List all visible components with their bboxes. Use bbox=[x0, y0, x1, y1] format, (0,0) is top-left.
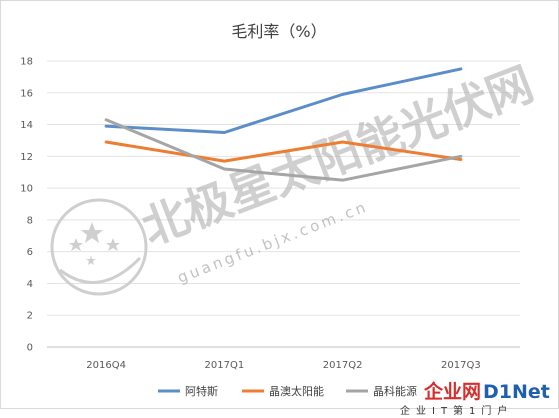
y-tick-label: 2 bbox=[27, 311, 33, 322]
series-lines bbox=[104, 67, 463, 182]
x-axis-ticks: 2016Q4 2017Q1 2017Q2 2017Q3 bbox=[86, 360, 480, 371]
brand-tagline: 企业IT第1门户 bbox=[400, 404, 513, 417]
x-tick-label: 2016Q4 bbox=[86, 360, 126, 371]
y-tick-label: 6 bbox=[27, 247, 33, 258]
x-tick-label: 2017Q3 bbox=[441, 360, 481, 371]
chart-frame bbox=[0, 0, 559, 409]
watermark-logo-icon bbox=[50, 198, 148, 296]
y-tick-label: 4 bbox=[27, 279, 33, 290]
legend-label: 晶澳太阳能 bbox=[269, 384, 324, 398]
y-tick-label: 16 bbox=[20, 88, 33, 99]
x-tick-label: 2017Q1 bbox=[205, 360, 245, 371]
y-tick-label: 18 bbox=[20, 57, 33, 68]
series-line-2 bbox=[104, 140, 463, 163]
chart-title: 毛利率（%） bbox=[231, 22, 326, 41]
series-line-1 bbox=[104, 67, 463, 134]
brand-name-cn: 企业网 bbox=[423, 380, 481, 403]
x-tick-label: 2017Q2 bbox=[323, 360, 363, 371]
y-tick-label: 14 bbox=[20, 120, 33, 131]
legend-label: 晶科能源 bbox=[373, 384, 417, 398]
legend: 阿特斯 晶澳太阳能 晶科能源 bbox=[158, 384, 417, 398]
y-tick-label: 0 bbox=[27, 343, 33, 354]
y-tick-label: 8 bbox=[27, 215, 33, 226]
series-line-3 bbox=[104, 118, 463, 182]
y-axis-ticks: 0 2 4 6 8 10 12 14 16 18 bbox=[20, 57, 33, 354]
y-tick-label: 10 bbox=[20, 184, 33, 195]
legend-label: 阿特斯 bbox=[185, 384, 218, 398]
brand-name-en: D1Net bbox=[483, 381, 550, 403]
y-tick-label: 12 bbox=[20, 152, 33, 163]
brand-logo: 企业网 D1Net 企业IT第1门户 bbox=[400, 380, 550, 417]
